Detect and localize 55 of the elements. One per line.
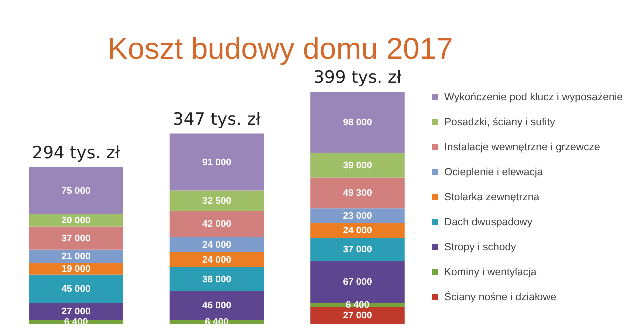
text: 399 tys. zł bbox=[314, 68, 402, 88]
data-label: 42 000 bbox=[202, 219, 232, 230]
legend-label: Wykończenie pod klucz i wyposażenie bbox=[444, 91, 624, 104]
data-label: 37 000 bbox=[62, 233, 91, 244]
data-label: 49 300 bbox=[343, 188, 372, 200]
bar bbox=[310, 153, 405, 178]
data-label: 23 000 bbox=[343, 210, 372, 222]
data-label: 19 000 bbox=[62, 264, 91, 275]
bar bbox=[310, 92, 405, 154]
data-label: 27 000 bbox=[62, 306, 91, 318]
bar bbox=[170, 267, 264, 292]
legend-label: Stropy i schody bbox=[444, 241, 518, 254]
data-label: 32 500 bbox=[202, 196, 232, 207]
bar bbox=[170, 252, 264, 268]
bar bbox=[310, 238, 405, 262]
legend-label: Instalacje wewnętrzne i grzewcze bbox=[444, 141, 600, 154]
legend-label: Ściany nośne i działowe bbox=[444, 290, 557, 304]
annotation: 347 tys. zł bbox=[173, 110, 262, 130]
data-label: 24 000 bbox=[343, 226, 372, 236]
data-label: 20 000 bbox=[62, 215, 91, 226]
bar bbox=[29, 303, 124, 320]
bar bbox=[170, 291, 264, 320]
data-label: 45 000 bbox=[62, 284, 91, 296]
bar bbox=[29, 167, 124, 214]
legend-label: Dach dwuspadowy bbox=[444, 216, 534, 228]
data-label: 67 000 bbox=[343, 277, 372, 288]
bar bbox=[310, 178, 405, 209]
data-label: 91 000 bbox=[202, 157, 232, 168]
bar bbox=[170, 134, 264, 191]
data-label: 75 000 bbox=[62, 186, 91, 197]
bar bbox=[29, 226, 124, 250]
data-label: 6 400 bbox=[346, 300, 370, 312]
bar bbox=[170, 211, 264, 238]
legend-label: Ocieplenie i elewacja bbox=[444, 166, 544, 178]
data-label: 39 000 bbox=[343, 160, 372, 172]
data-label: 38 000 bbox=[202, 274, 232, 286]
bar bbox=[310, 222, 405, 238]
data-label: 27 000 bbox=[343, 310, 372, 322]
data-label: 24 000 bbox=[202, 240, 232, 251]
data-label: 21 000 bbox=[62, 251, 91, 262]
bar bbox=[29, 263, 124, 275]
data-label: 24 000 bbox=[202, 254, 232, 266]
legend-label: Stolarka zewnętrzna bbox=[444, 191, 540, 204]
bar bbox=[310, 307, 405, 324]
chart-title: Koszt budowy domu 2017 bbox=[108, 33, 454, 66]
annotation: 294 tys. zł bbox=[32, 143, 120, 164]
data-label: 46 000 bbox=[202, 300, 232, 312]
bar bbox=[310, 208, 405, 223]
data-label: 37 000 bbox=[343, 244, 372, 256]
legend-label: Kominy i wentylacja bbox=[444, 266, 537, 278]
bar bbox=[29, 274, 124, 304]
legend-label: Posadzki, ściany i sufity bbox=[444, 116, 556, 128]
bar bbox=[170, 237, 264, 252]
data-label: 98 000 bbox=[343, 118, 372, 129]
bar bbox=[170, 190, 264, 212]
